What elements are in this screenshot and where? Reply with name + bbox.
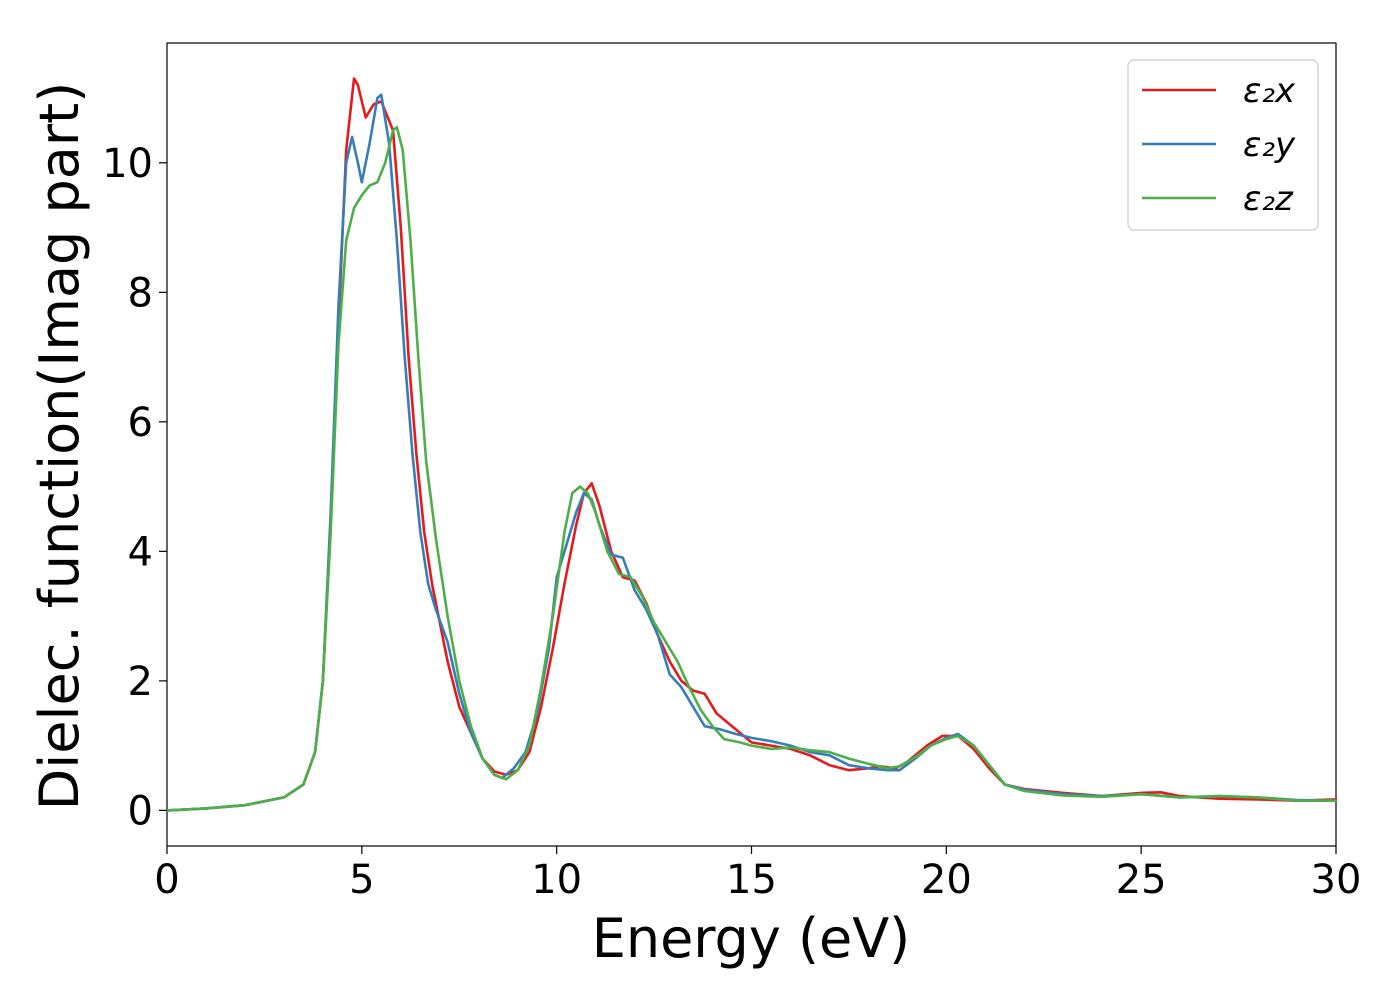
x-tick-label: 30 [1311, 857, 1362, 903]
x-axis-label: Energy (eV) [592, 907, 911, 970]
y-tick-label: 0 [128, 788, 153, 834]
x-axis: 0 5 10 15 20 25 30 [154, 846, 1361, 903]
y-tick-label: 4 [128, 529, 153, 575]
legend-entries: ε₂x ε₂y ε₂z [1142, 71, 1296, 219]
legend: ε₂x ε₂y ε₂z [1127, 59, 1319, 231]
x-tick-label: 0 [154, 857, 179, 903]
legend-label-1: ε₂x [1243, 71, 1296, 111]
series-group [165, 77, 1338, 812]
y-tick-label: 10 [102, 141, 153, 187]
x-tick-label: 25 [1116, 857, 1167, 903]
y-tick-label: 8 [128, 270, 153, 316]
legend-label-3: ε₂z [1243, 179, 1294, 219]
series-line-3 [165, 125, 1338, 812]
y-tick-label: 2 [128, 659, 153, 705]
y-axis: 0 2 4 6 8 10 [102, 141, 167, 834]
y-tick-label: 6 [128, 400, 153, 446]
legend-label-2: ε₂y [1243, 125, 1296, 165]
x-tick-label: 15 [726, 857, 777, 903]
legend-box [1127, 59, 1319, 231]
x-tick-label: 5 [349, 857, 374, 903]
x-tick-label: 20 [921, 857, 972, 903]
x-tick-label: 10 [531, 857, 582, 903]
y-axis-label: Dielec. function(Imag part) [28, 82, 91, 811]
